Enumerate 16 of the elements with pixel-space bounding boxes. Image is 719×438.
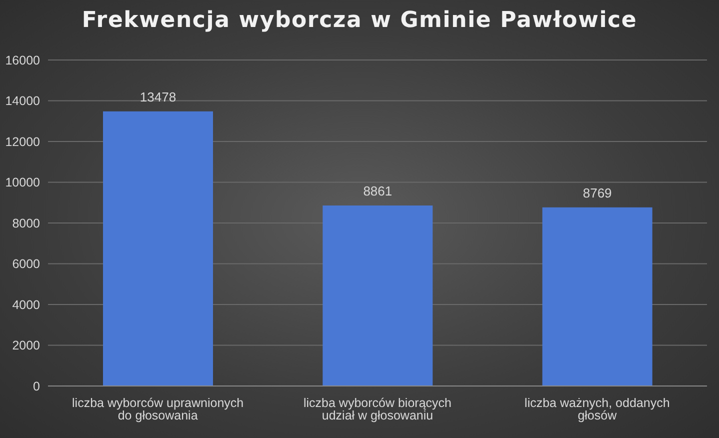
data-label: 8861 bbox=[363, 183, 392, 198]
y-tick-label: 16000 bbox=[5, 53, 40, 68]
x-tick-label: liczba ważnych, oddanych głosów bbox=[524, 396, 670, 422]
data-label: 8769 bbox=[582, 185, 612, 200]
y-tick-label: 12000 bbox=[5, 134, 40, 149]
y-tick-label: 0 bbox=[33, 379, 40, 394]
x-tick-label: liczba wyborców biorących udział w głosowaniu bbox=[304, 396, 452, 422]
y-tick-label: 14000 bbox=[5, 94, 40, 108]
data-label: 13478 bbox=[140, 89, 176, 104]
y-tick-label: 8000 bbox=[12, 216, 40, 230]
x-tick-label: liczba wyborców uprawnionych do głosowania bbox=[72, 396, 244, 422]
y-tick-label: 4000 bbox=[12, 298, 40, 312]
y-tick-label: 2000 bbox=[12, 338, 40, 353]
chart-title: Frekwencja wyborcza w Gminie Pawłowice bbox=[80, 8, 638, 33]
y-tick-label: 6000 bbox=[12, 257, 40, 272]
y-tick-label: 10000 bbox=[5, 176, 40, 190]
